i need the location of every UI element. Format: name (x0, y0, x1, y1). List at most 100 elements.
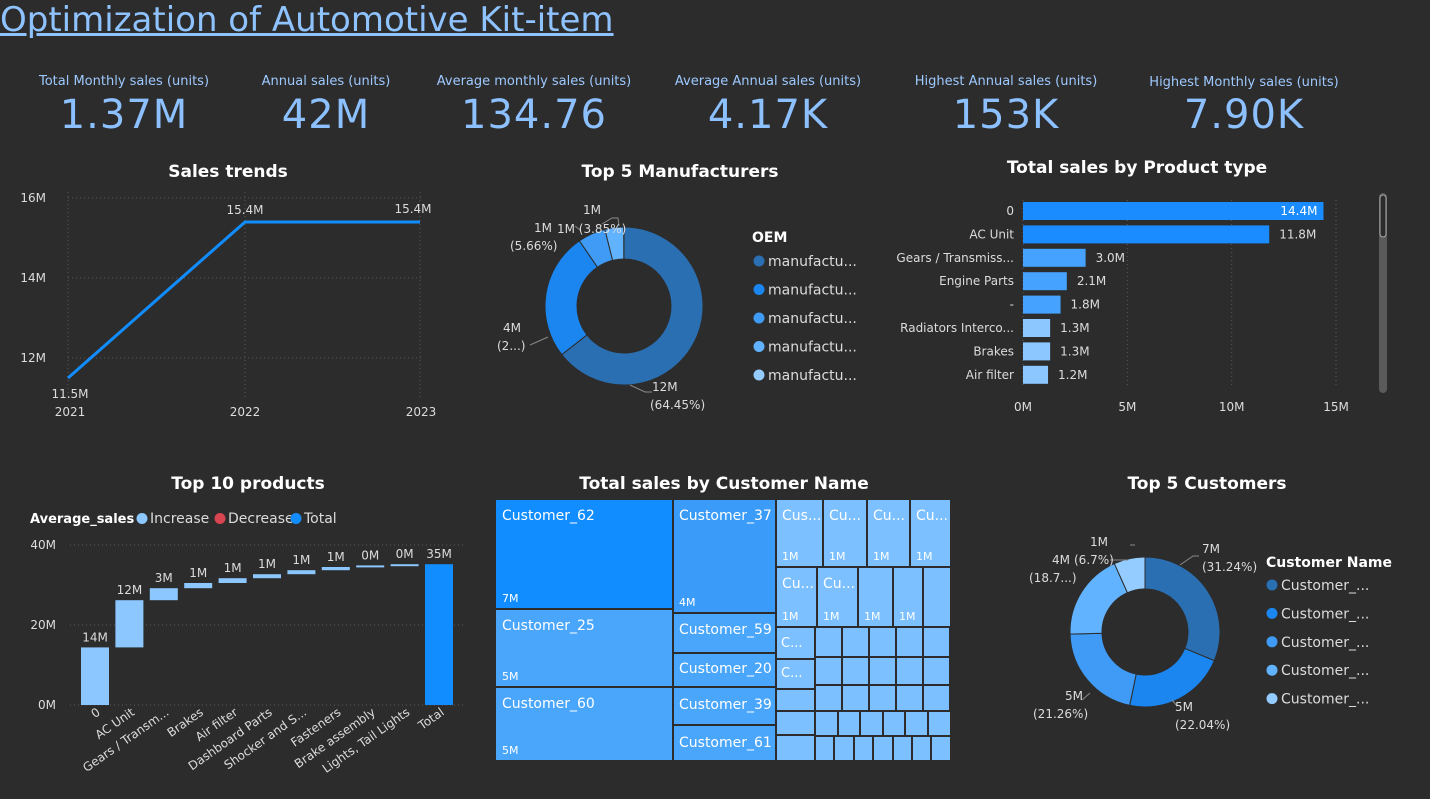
treemap-tile[interactable] (816, 737, 834, 760)
top10-bar (81, 647, 109, 705)
treemap-tile-label: Customer_25 (502, 618, 595, 634)
customers-data-label: 5M (1175, 700, 1193, 714)
treemap-tile[interactable] (924, 628, 949, 656)
treemap-tile[interactable] (897, 658, 922, 684)
treemap-tile[interactable]: Cu... 1M (818, 568, 857, 626)
top10-bar (149, 588, 178, 601)
customers-legend-item: Customer_... (1281, 692, 1369, 708)
top10-y-tick: 0M (38, 698, 56, 712)
treemap-tile[interactable] (870, 628, 895, 656)
manufacturers-legend-item: manufactu... (768, 283, 857, 299)
treemap-tile[interactable]: Cus... 1M (777, 500, 822, 566)
treemap-tile[interactable] (924, 686, 949, 710)
product-type-x-tick: 15M (1323, 400, 1349, 414)
treemap-tile[interactable] (897, 686, 922, 710)
treemap-tile[interactable]: Customer_59 (674, 614, 775, 652)
manufacturers-legend-item: manufactu... (768, 311, 857, 327)
product-type-category-label: Radiators Interco... (900, 321, 1014, 335)
top10-products-title: Top 10 products (171, 474, 325, 494)
treemap-tile[interactable]: Cu... 1M (777, 568, 816, 626)
treemap-tile[interactable]: Customer_62 7M (496, 500, 672, 608)
treemap-tile-label: Customer_37 (679, 508, 772, 524)
treemap-tile[interactable] (897, 628, 922, 656)
product-type-category-label: Air filter (966, 368, 1014, 382)
treemap-tile[interactable] (870, 658, 895, 684)
top10-data-label: 3M (155, 571, 173, 585)
treemap-tile-label: Customer_61 (679, 735, 772, 751)
manufacturers-legend-marker (753, 255, 765, 267)
manufacturers-data-label: 1M (534, 221, 552, 235)
treemap-tile[interactable] (906, 712, 927, 735)
customers-data-label: (21.26%) (1033, 707, 1088, 721)
treemap-tile[interactable] (816, 712, 837, 735)
treemap-tile[interactable]: C... (777, 660, 814, 688)
kpi-avg-monthly-value: 134.76 (461, 92, 607, 138)
product-type-x-tick: 10M (1219, 400, 1245, 414)
treemap-tile[interactable] (816, 628, 841, 656)
treemap-tile[interactable]: 1M (859, 568, 892, 626)
manufacturers-legend-item: manufactu... (768, 254, 857, 270)
product-type-bar (1023, 272, 1067, 291)
treemap-tile[interactable] (924, 568, 950, 626)
top10-data-label: 12M (117, 583, 143, 597)
treemap-tile[interactable]: Customer_60 5M (496, 688, 672, 760)
manufacturers-slice (561, 226, 704, 386)
treemap-tile[interactable] (893, 737, 911, 760)
treemap-tile[interactable] (929, 712, 950, 735)
treemap-tile[interactable] (777, 712, 814, 734)
customers-data-label: 5M (1065, 689, 1083, 703)
treemap-tile[interactable]: Cu... 1M (911, 500, 950, 566)
top10-category-label: 0 (88, 705, 102, 721)
treemap-tile[interactable]: 1M (894, 568, 922, 626)
treemap-tile-label: Customer_60 (502, 696, 595, 712)
treemap-tile[interactable]: C... (777, 628, 814, 658)
treemap-tile[interactable]: Customer_20 (674, 654, 775, 686)
treemap-tile[interactable] (924, 658, 949, 684)
treemap-tile[interactable] (777, 690, 814, 710)
top10-data-label: 0M (361, 548, 379, 562)
treemap-tile-label: Customer_62 (502, 508, 595, 524)
treemap-tile[interactable] (913, 737, 931, 760)
treemap-tile[interactable]: Cu... 1M (824, 500, 866, 566)
top10-legend-marker (214, 513, 226, 524)
treemap-tile[interactable] (843, 686, 868, 710)
manufacturers-legend-marker (753, 341, 765, 352)
product-type-bar (1023, 319, 1051, 337)
treemap-tile-label: Customer_39 (679, 697, 772, 713)
treemap-tile[interactable]: Customer_61 (674, 726, 775, 760)
treemap-tile[interactable]: Customer_39 (674, 688, 775, 724)
top10-legend-item: Increase (150, 511, 209, 527)
treemap-tile[interactable] (854, 737, 873, 760)
treemap-tile[interactable] (835, 737, 853, 760)
top10-legend-item: Total (303, 511, 337, 527)
top10-y-tick: 20M (30, 618, 56, 632)
treemap-tile[interactable] (843, 628, 868, 656)
treemap-tile[interactable] (777, 736, 814, 760)
treemap-tile[interactable] (874, 737, 892, 760)
treemap-tile-label: Cu... (782, 576, 814, 592)
product-type-data-label: 1.2M (1058, 368, 1087, 382)
manufacturers-leader-line (601, 217, 620, 227)
treemap-tile[interactable] (816, 658, 841, 684)
customers-leader-line (1171, 699, 1178, 707)
treemap-tile-value: 1M (782, 550, 799, 563)
manufacturers-leader-line (574, 225, 581, 231)
treemap-tile[interactable]: Cu... 1M (868, 500, 909, 566)
kpi-annual-value: 42M (281, 92, 371, 138)
treemap-tile[interactable] (843, 658, 868, 684)
product-type-data-label: 1.3M (1060, 321, 1089, 335)
treemap-tile[interactable] (870, 686, 895, 710)
treemap-tile[interactable] (838, 712, 860, 735)
treemap-tile[interactable]: Customer_37 4M (674, 500, 775, 612)
sales-trends-line (67, 220, 420, 380)
product-type-data-label: 1.3M (1060, 344, 1089, 358)
treemap-tile[interactable]: Customer_25 5M (496, 610, 672, 686)
kpi-avg-annual-label: Average Annual sales (units) (674, 74, 862, 89)
treemap-tile[interactable] (861, 712, 882, 735)
top10-legend-title: Average_sales (30, 512, 134, 527)
product-type-bar (1023, 202, 1324, 220)
sales-trends-x-tick: 2021 (55, 405, 86, 419)
treemap-tile[interactable] (816, 686, 841, 710)
treemap-tile[interactable] (883, 712, 905, 735)
treemap-tile[interactable] (932, 737, 950, 760)
